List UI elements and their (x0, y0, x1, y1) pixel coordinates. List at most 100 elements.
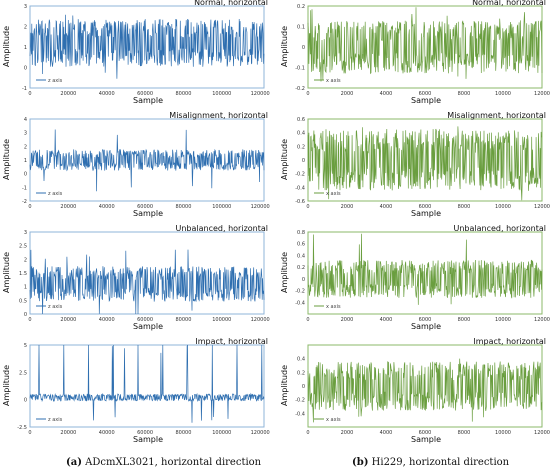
legend-label: x axis (326, 417, 341, 423)
y-tick-label: 0.2 (297, 4, 305, 10)
x-tick-label: 6000 (419, 204, 432, 210)
x-tick-label: 2000 (341, 204, 354, 210)
x-tick-label: 12000 (534, 317, 550, 323)
caption-right: (b) Hi229, horizontal direction (352, 457, 509, 468)
y-tick-label: 0 (24, 172, 27, 178)
chart-svg: 0 2000 4000 6000 8000 10000 12000 -0.6 -0.4 -0.2 0… (295, 117, 550, 210)
y-tick-label: 3 (24, 131, 27, 137)
y-tick-label: 2.5 (19, 370, 27, 376)
series-line (29, 14, 265, 79)
chart-title: Normal, horizontal (194, 0, 268, 7)
chart-svg: 0 20000 40000 60000 80000 100000 120000-2.502.… (17, 343, 270, 436)
x-tick-label: 120000 (251, 204, 270, 210)
y-axis-label: Amplitude (280, 252, 289, 293)
y-tick-label: 0 (302, 45, 305, 51)
y-axis-label: Amplitude (2, 26, 11, 67)
y-tick-label: 5 (24, 343, 27, 349)
x-tick-label: 80000 (175, 317, 191, 323)
y-tick-label: -2.5 (17, 425, 27, 431)
chart-title: Misalignment, horizontal (447, 111, 546, 120)
chart-svg: 0 2000 4000 6000 8000 10000 12000 -0.2 -0.1 0 0.1 0… (295, 4, 550, 97)
y-tick-label: 1 (24, 285, 27, 291)
x-tick-label: 40000 (99, 430, 115, 436)
chart-svg: 0 2000 4000 6000 8000 10000 12000 -0.4 -0.2 0 0.2 0… (295, 344, 550, 436)
y-tick-label: -2 (22, 199, 27, 205)
y-tick-label: 2 (24, 25, 27, 31)
x-tick-label: 8000 (458, 204, 471, 210)
chart-svg: 0 20000 40000 60000 80000 100000 120000-10123z… (22, 4, 270, 97)
chart-panel-right-misalignment: 0 2000 4000 6000 8000 10000 12000 -0.6 -0.4 -0.2 0… (278, 111, 550, 225)
x-tick-label: 80000 (175, 430, 191, 436)
x-tick-label: 12000 (534, 430, 550, 436)
y-tick-label: 2 (24, 257, 27, 263)
series-line (29, 344, 265, 423)
x-axis-label: Sample (133, 96, 163, 105)
x-tick-label: 100000 (212, 430, 231, 436)
y-tick-label: 4 (24, 117, 27, 123)
y-tick-label: -0.6 (295, 199, 305, 205)
caption-left-letter: (a) (66, 457, 82, 468)
x-axis-label: Sample (133, 435, 163, 444)
chart-panel-left-misalignment: 0 20000 40000 60000 80000 100000 120000 -2 -1 0 1 2… (0, 111, 270, 225)
y-tick-label: -0.4 (295, 185, 305, 191)
x-tick-label: 6000 (419, 430, 432, 436)
x-tick-label: 6000 (419, 91, 432, 97)
series-line (29, 129, 265, 192)
y-tick-label: 0.1 (297, 25, 305, 31)
y-tick-label: -0.2 (295, 86, 305, 92)
x-axis-label: Sample (411, 209, 441, 218)
x-tick-label: 0 (306, 317, 309, 323)
chart-title: Impact, horizontal (473, 337, 546, 346)
x-tick-label: 60000 (137, 204, 153, 210)
y-tick-label: 0 (302, 384, 305, 390)
chart-panel-left-normal: 0 20000 40000 60000 80000 100000 120000 -1 0 1 2 3 z… (0, 0, 270, 112)
x-tick-label: 20000 (60, 204, 76, 210)
chart-title: Unbalanced, horizontal (175, 224, 269, 233)
y-tick-label: 0 (24, 312, 27, 318)
x-tick-label: 120000 (251, 430, 270, 436)
x-tick-label: 2000 (341, 91, 354, 97)
x-tick-label: 8000 (458, 430, 471, 436)
caption-left: (a) ADcmXL3021, horizontal direction (66, 457, 261, 468)
x-tick-label: 8000 (458, 317, 471, 323)
series-line (29, 249, 265, 315)
y-tick-label: 0.6 (297, 242, 305, 248)
x-tick-label: 0 (306, 91, 309, 97)
y-tick-label: 0.2 (297, 265, 305, 271)
x-tick-label: 0 (28, 204, 31, 210)
y-tick-label: 0 (24, 398, 27, 404)
x-tick-label: 100000 (212, 317, 231, 323)
chart-title: Normal, horizontal (472, 0, 546, 7)
legend-label: z axis (48, 78, 63, 84)
x-tick-label: 0 (28, 430, 31, 436)
legend-label: z axis (48, 191, 63, 197)
legend-label: z axis (48, 417, 63, 423)
chart-title: Unbalanced, horizontal (453, 224, 547, 233)
caption-right-letter: (b) (352, 457, 369, 468)
y-tick-label: -0.4 (295, 411, 305, 417)
x-tick-label: 10000 (495, 91, 511, 97)
x-axis-label: Sample (133, 209, 163, 218)
x-tick-label: 12000 (534, 204, 550, 210)
x-tick-label: 0 (28, 91, 31, 97)
legend-label: z axis (48, 304, 63, 310)
chart-title: Misalignment, horizontal (169, 111, 268, 120)
x-tick-label: 60000 (137, 430, 153, 436)
x-tick-label: 10000 (495, 204, 511, 210)
x-tick-label: 40000 (99, 204, 115, 210)
y-tick-label: 0.2 (297, 370, 305, 376)
chart-panel-right-normal: 0 2000 4000 6000 8000 10000 12000 -0.2 -0.1 0 0.1 0… (278, 0, 550, 112)
x-tick-label: 20000 (60, 430, 76, 436)
chart-title: Impact, horizontal (195, 337, 268, 346)
x-tick-label: 80000 (175, 204, 191, 210)
x-tick-label: 60000 (137, 317, 153, 323)
x-tick-label: 0 (306, 204, 309, 210)
x-tick-label: 20000 (60, 317, 76, 323)
legend-label: x axis (326, 191, 341, 197)
y-axis-label: Amplitude (2, 139, 11, 180)
x-axis-label: Sample (411, 322, 441, 331)
x-tick-label: 4000 (380, 430, 393, 436)
y-tick-label: 0.5 (19, 298, 27, 304)
chart-panel-left-impact: 0 20000 40000 60000 80000 100000 120000 -2.5 0 2.… (0, 337, 270, 451)
x-tick-label: 4000 (380, 91, 393, 97)
